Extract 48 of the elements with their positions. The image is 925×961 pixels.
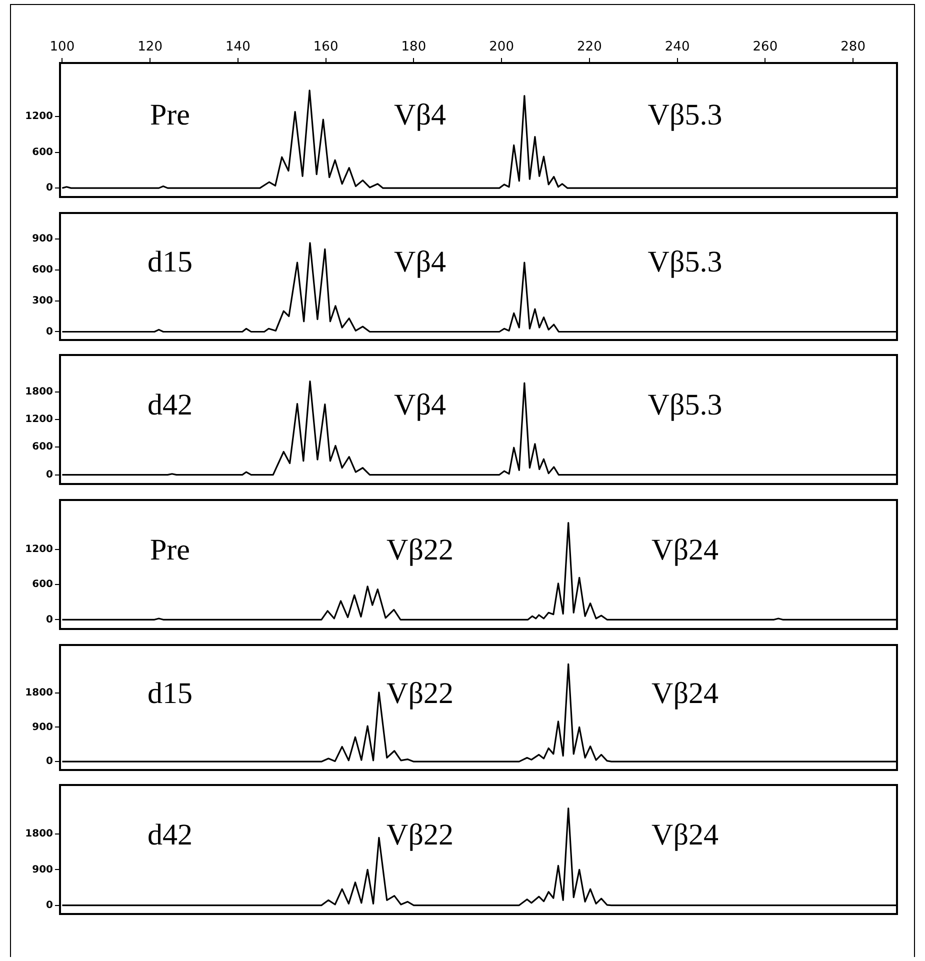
y-tick-label: 900 [32, 864, 54, 876]
text: d42 [148, 818, 192, 852]
x-tick-label: 240 [664, 40, 690, 55]
x-tick-label: 160 [313, 40, 338, 55]
annotation: Vβ5.3 [648, 388, 722, 422]
y-tick-label: 600 [32, 264, 54, 276]
x-tick-label: 220 [577, 40, 602, 55]
y-tick-label: 1200 [25, 111, 54, 122]
y-tick-label: 900 [32, 233, 54, 244]
annotation: Vβ5.3 [648, 98, 722, 132]
x-tick-label: 280 [840, 40, 866, 55]
y-tick-label: 1200 [25, 414, 54, 426]
text: Pre [150, 533, 190, 566]
y-tick-label: 0 [46, 900, 54, 911]
annotation: Vβ4 [394, 388, 446, 422]
annotation: Vβ4 [394, 246, 446, 279]
text: d15 [148, 246, 192, 279]
y-tick-label: 1800 [25, 687, 54, 698]
annotation: Vβ22 [386, 533, 454, 566]
annotation: Vβ22 [386, 676, 454, 710]
y-tick-label: 0 [46, 182, 54, 194]
text: Pre [150, 98, 190, 132]
annotation: Vβ22 [386, 818, 454, 852]
x-tick-label: 120 [138, 40, 162, 55]
annotation: Vβ5.3 [648, 246, 722, 279]
y-tick-label: 0 [46, 326, 54, 338]
y-tick-label: 600 [32, 146, 54, 158]
x-tick-label: 180 [401, 40, 426, 55]
y-tick-label: 600 [32, 579, 54, 590]
annotation: Vβ24 [652, 533, 718, 566]
x-tick-label: 200 [489, 40, 514, 55]
y-tick-label: 0 [46, 614, 54, 626]
text: d42 [148, 388, 192, 422]
annotation: Vβ24 [652, 818, 718, 852]
y-tick-label: 1800 [25, 828, 54, 840]
y-tick-label: 0 [46, 756, 54, 768]
annotation: Vβ24 [652, 676, 718, 710]
y-tick-label: 1800 [25, 386, 54, 398]
x-tick-label: 100 [50, 40, 75, 55]
y-tick-label: 900 [32, 722, 54, 733]
y-tick-label: 0 [46, 469, 54, 480]
y-tick-label: 300 [32, 295, 54, 306]
x-tick-label: 140 [226, 40, 250, 55]
y-tick-label: 1200 [25, 544, 54, 556]
x-tick-label: 260 [752, 40, 778, 55]
y-tick-label: 600 [32, 442, 54, 453]
text: d15 [148, 676, 192, 710]
annotation: Vβ4 [394, 98, 446, 132]
